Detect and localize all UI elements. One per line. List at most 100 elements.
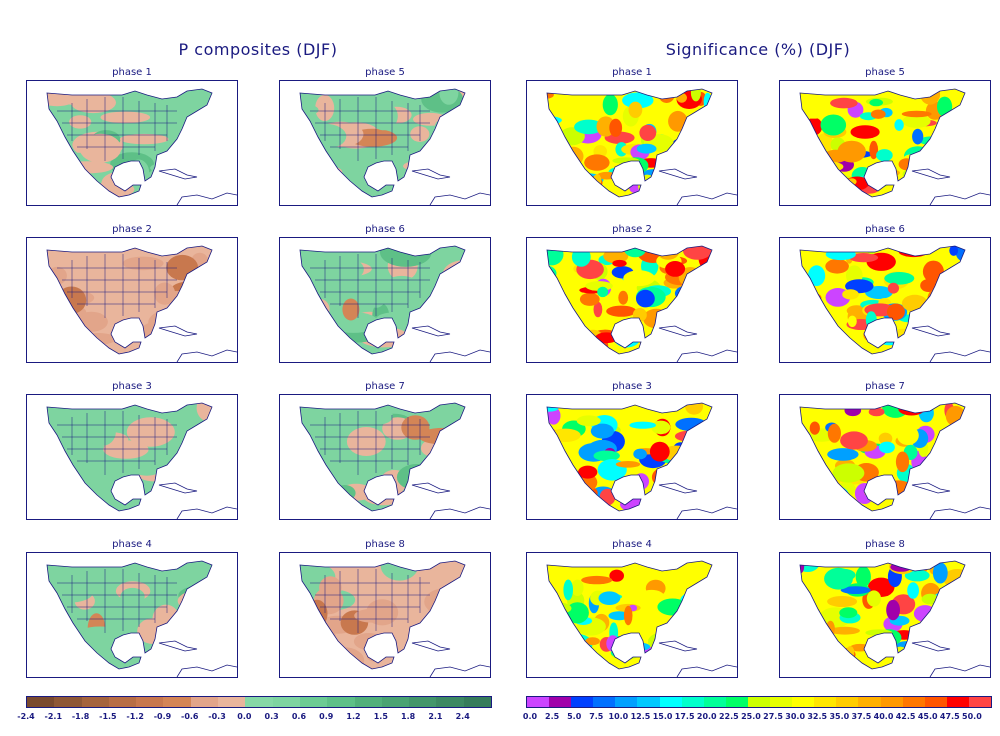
field-contour [547, 318, 562, 332]
field-contour [654, 633, 670, 650]
field-contour [837, 140, 866, 163]
field-contour [47, 583, 93, 603]
field-contour [849, 253, 879, 263]
map-plot [546, 245, 737, 362]
colorbar-tick-label: 2.4 [455, 712, 470, 721]
field-contour [613, 328, 641, 348]
field-contour [944, 293, 965, 312]
colorbar-tick-label: -2.1 [44, 712, 63, 721]
field-contour [657, 246, 680, 260]
colorbar-tick-label: 1.2 [346, 712, 361, 721]
coastline [799, 88, 966, 198]
field-contour [633, 473, 649, 490]
field-contour [932, 591, 953, 611]
field-contour [148, 310, 183, 335]
field-contour [936, 158, 959, 170]
p-composite-phase-5-panel: phase 5 [279, 67, 491, 206]
caribbean-islands [911, 325, 951, 337]
south-america-coast [176, 664, 237, 677]
field-contour [901, 338, 919, 354]
field-contour [579, 651, 604, 669]
coastline [546, 402, 713, 512]
colorbar-tick-label: 40.0 [873, 712, 894, 721]
field-contour [866, 169, 888, 187]
field-contour [70, 333, 91, 354]
field-contour [597, 286, 609, 298]
field-contour [952, 144, 965, 164]
colorbar-bin [136, 697, 164, 707]
field-contour [806, 117, 823, 136]
field-contour [369, 102, 398, 131]
field-contour [938, 325, 964, 336]
field-contour [686, 440, 712, 457]
map-plot [799, 245, 990, 362]
field-contour [916, 484, 932, 501]
field-contour [627, 642, 651, 651]
coastline [546, 560, 713, 670]
field-contour [800, 297, 816, 319]
map-frame [526, 237, 738, 363]
field-contour [639, 124, 657, 141]
field-contour [681, 633, 709, 645]
field-contour [904, 569, 930, 582]
caribbean-islands [411, 325, 451, 337]
field-contour [424, 588, 465, 616]
colorbar-bin [924, 697, 947, 707]
field-contour [695, 639, 712, 647]
field-contour [578, 465, 598, 479]
field-contour [947, 134, 956, 145]
field-contour [353, 633, 384, 650]
field-contour [664, 167, 680, 189]
field-contour [181, 628, 205, 646]
field-contour [56, 286, 87, 314]
field-contour [547, 246, 564, 266]
field-contour [64, 175, 91, 194]
field-contour [612, 259, 627, 267]
significance-phase-8-panel: phase 8 [779, 539, 991, 678]
field-contour [697, 493, 712, 501]
south-america-coast [429, 192, 490, 205]
field-contour [886, 303, 905, 320]
south-america-coast [676, 506, 737, 519]
field-contour [878, 432, 893, 445]
field-contour [898, 158, 915, 171]
colorbar-bin [299, 697, 328, 707]
colorbar-bin [725, 697, 748, 707]
field-contour [192, 170, 212, 196]
p-composite-phase-3-panel: phase 3 [26, 381, 238, 520]
field-contour [924, 313, 956, 333]
field-contour [563, 579, 573, 601]
colorbar-bin [902, 697, 925, 707]
significance-title: Significance (%) (DJF) [665, 40, 851, 59]
field-contour [674, 647, 692, 659]
field-contour [656, 467, 681, 482]
colorbar-bin [272, 697, 300, 707]
field-contour [552, 167, 581, 177]
field-contour [547, 637, 560, 660]
field-contour [948, 338, 965, 351]
field-contour [895, 451, 910, 473]
field-contour [555, 468, 572, 481]
field-contour [696, 481, 712, 495]
field-contour [868, 407, 885, 417]
field-contour [571, 247, 591, 267]
field-contour [582, 653, 605, 669]
field-contour [624, 246, 647, 258]
map-frame [279, 552, 491, 678]
field-contour [916, 321, 932, 335]
colorbar-bin [858, 697, 881, 707]
field-contour [818, 333, 830, 354]
field-contour [324, 647, 365, 669]
map-frame [279, 80, 491, 206]
field-contour [128, 159, 150, 186]
field-contour [830, 97, 858, 109]
field-contour [547, 116, 562, 125]
panel-label: phase 7 [865, 381, 905, 392]
field-contour [680, 466, 696, 487]
field-contour [800, 561, 805, 574]
colorbar-tick-label: 2.1 [428, 712, 443, 721]
field-contour [940, 330, 958, 344]
field-contour [306, 599, 328, 628]
field-contour [430, 494, 462, 510]
field-contour [933, 286, 951, 296]
